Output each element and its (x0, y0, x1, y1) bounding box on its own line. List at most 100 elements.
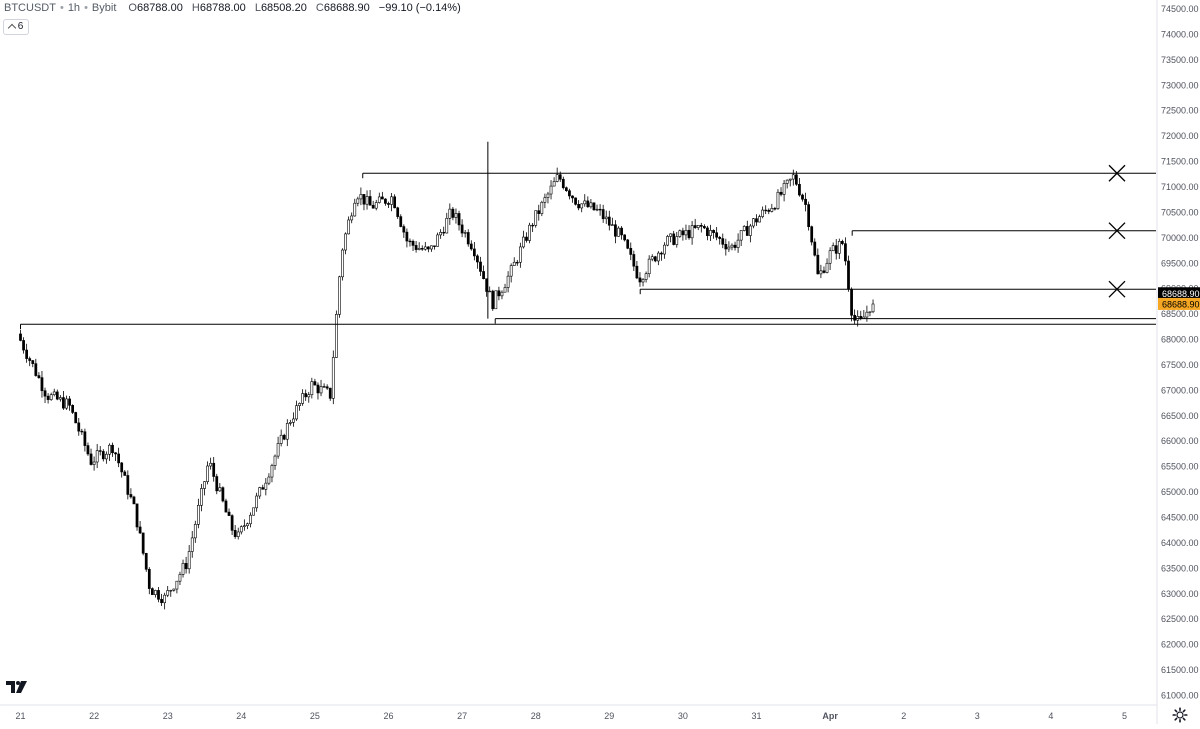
candle-up (690, 225, 694, 239)
legend-separator: • (59, 2, 64, 14)
candle-up (95, 450, 99, 463)
candle-down (794, 174, 798, 185)
candle-up (249, 514, 252, 525)
low-value: 68508.20 (260, 2, 307, 14)
candle-down (31, 360, 35, 364)
candle-up (169, 590, 173, 592)
candle-down (396, 207, 400, 217)
candle-down (380, 196, 384, 200)
candle-up (377, 196, 381, 203)
candle-down (123, 471, 127, 476)
candle-down (586, 200, 590, 208)
candle-down (798, 183, 801, 196)
candle-up (506, 275, 510, 288)
candle-down (402, 226, 406, 233)
interval-label[interactable]: 1h (67, 2, 81, 14)
candle-down (457, 213, 461, 226)
candle-up (439, 231, 443, 236)
candle-down (822, 270, 826, 273)
candle-up (770, 208, 774, 212)
candle-up (828, 250, 832, 264)
tradingview-logo-icon[interactable] (5, 679, 29, 695)
candle-up (301, 393, 305, 404)
candle-up (52, 391, 56, 395)
candle-down (515, 261, 519, 264)
price-tick-label: 72500.00 (1161, 106, 1199, 116)
candle-up (549, 185, 553, 195)
change-value: −99.10 (−0.14%) (378, 2, 461, 14)
candle-up (270, 465, 274, 478)
candle-down (83, 431, 87, 446)
candle-down (46, 395, 50, 400)
candle-down (721, 238, 725, 245)
candle-up (512, 261, 516, 266)
candle-up (203, 481, 206, 489)
candle-down (126, 475, 130, 495)
gear-icon[interactable] (1172, 707, 1188, 723)
candle-down (62, 397, 65, 409)
indicators-toggle-button[interactable]: 6 (3, 19, 29, 35)
candle-down (702, 226, 706, 229)
candle-up (595, 208, 599, 211)
candle-up (675, 236, 679, 245)
candle-down (466, 232, 470, 245)
candle-up (252, 507, 255, 516)
price-axis: 74500.00 74000.00 73500.00 73000.00 72500.00… (1161, 4, 1199, 700)
candle-up (776, 191, 780, 209)
symbol-name[interactable]: BTCUSDT (4, 2, 56, 14)
price-tick-label: 66500.00 (1161, 411, 1199, 421)
candle-up (785, 179, 789, 184)
candle-down (626, 239, 630, 249)
time-tick-label: 4 (1048, 711, 1053, 721)
candle-up (503, 287, 507, 293)
candle-down (19, 333, 22, 341)
candle-down (807, 204, 811, 227)
candle-down (767, 209, 771, 212)
price-tick-label: 69500.00 (1161, 258, 1199, 268)
time-tick-label: 26 (383, 711, 393, 721)
candle-down (571, 195, 574, 199)
x-marker-icon (1108, 164, 1126, 182)
candle-down (745, 226, 749, 236)
high-label: H (191, 2, 200, 14)
candle-down (840, 241, 844, 244)
candle-up (242, 525, 246, 527)
candle-up (58, 397, 62, 400)
price-tick-label: 61500.00 (1161, 665, 1199, 675)
time-tick-label: 27 (457, 711, 467, 721)
candle-down (834, 245, 838, 254)
candle-down (426, 246, 430, 250)
chevron-up-icon (7, 23, 16, 33)
candle-up (791, 174, 795, 180)
candle-up (696, 225, 700, 228)
candle-down (233, 530, 237, 537)
candle-up (678, 230, 682, 237)
candle-down (472, 248, 476, 257)
candle-up (338, 276, 341, 315)
price-tick-label: 65000.00 (1161, 487, 1199, 497)
candle-up (166, 590, 170, 596)
symbol-legend: BTCUSDT • 1h • Bybit O68788.00 H68788.00… (4, 1, 461, 15)
candle-down (77, 422, 81, 432)
candle-down (531, 224, 535, 227)
candle-down (68, 398, 71, 406)
candle-up (246, 523, 249, 527)
candle-up (669, 233, 673, 237)
candle-up (436, 234, 439, 247)
candle-down (132, 496, 136, 505)
candle-up (540, 201, 544, 214)
candle-down (411, 240, 415, 246)
candle-down (469, 243, 473, 250)
price-tick-label: 68500.00 (1161, 309, 1199, 319)
time-tick-label: Apr (822, 711, 838, 721)
candle-up (92, 461, 96, 465)
candle-up (488, 290, 492, 293)
price-tick-label: 74000.00 (1161, 29, 1199, 39)
price-tick-label: 64500.00 (1161, 513, 1199, 523)
candle-down (712, 230, 715, 233)
candle-up (108, 444, 111, 455)
candle-down (718, 236, 722, 239)
candle-up (666, 236, 669, 246)
